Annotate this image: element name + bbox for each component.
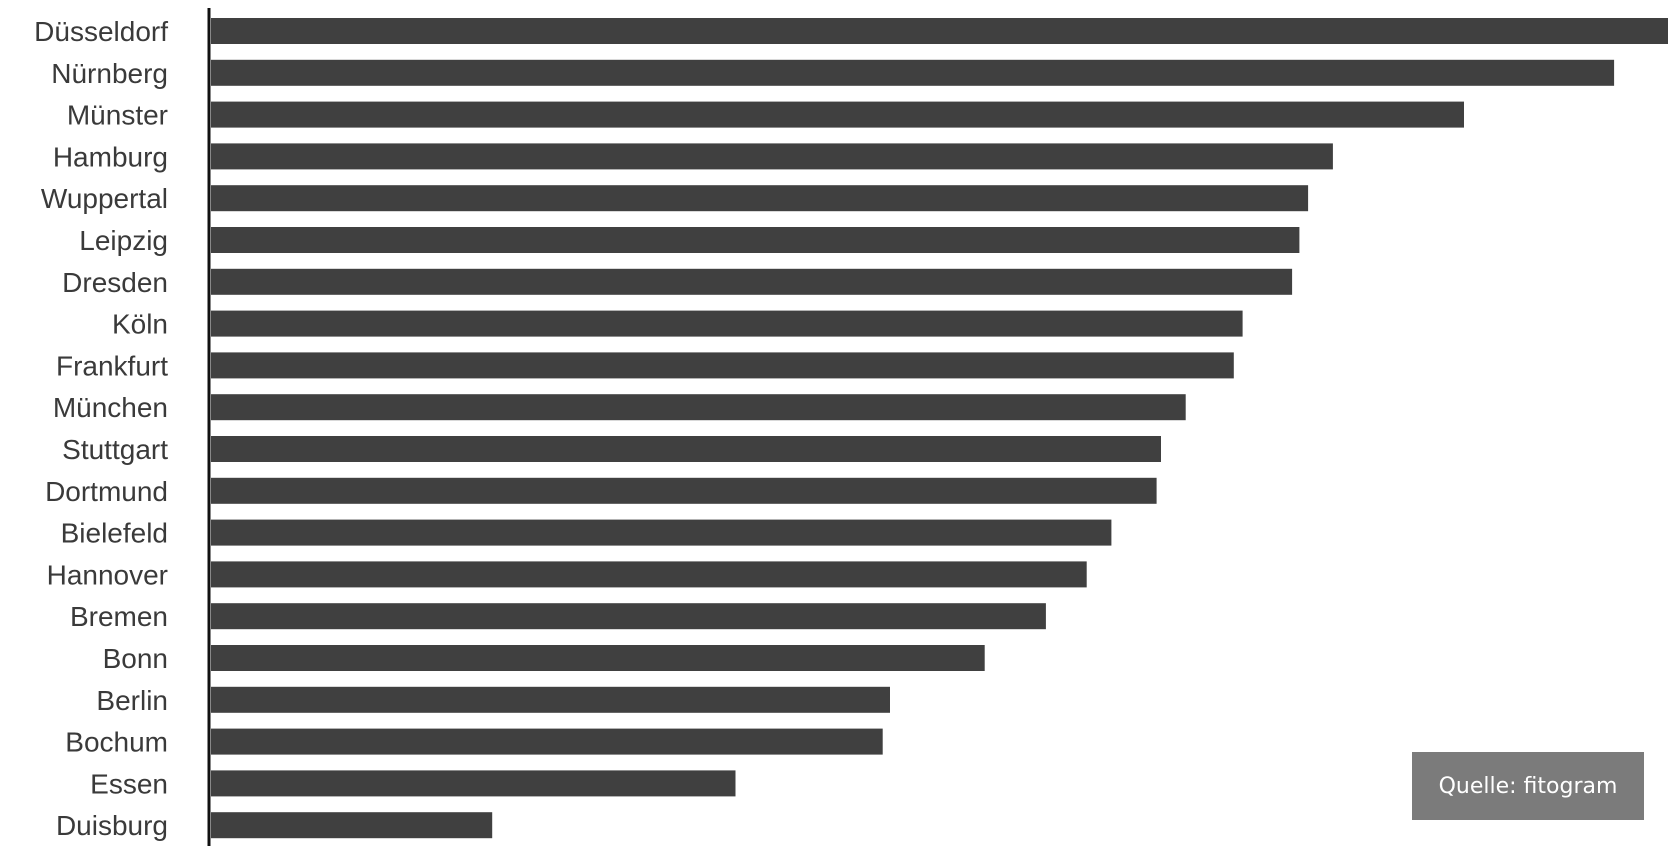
source-badge: Quelle: fitogram [1412, 752, 1644, 820]
category-label: Leipzig [79, 225, 168, 256]
bar [211, 268, 1293, 295]
category-label: Wuppertal [41, 183, 168, 214]
bar [211, 185, 1309, 212]
bar [211, 310, 1243, 337]
bar [211, 352, 1234, 379]
category-label: Münster [67, 100, 168, 131]
bar [211, 603, 1046, 630]
bar [211, 477, 1157, 504]
bar [211, 436, 1161, 462]
bar [211, 812, 493, 839]
bar [211, 394, 1186, 421]
category-label: Bonn [103, 643, 168, 674]
category-label: Dresden [62, 267, 168, 298]
bar [211, 519, 1112, 546]
bar [211, 101, 1464, 128]
category-label: Köln [112, 309, 168, 340]
bar [211, 561, 1087, 588]
category-label: Düsseldorf [34, 16, 168, 47]
category-label: München [53, 392, 168, 423]
bar [211, 18, 1668, 44]
bar [211, 645, 985, 671]
bar [211, 227, 1300, 253]
category-label: Hamburg [53, 141, 168, 172]
category-label: Duisburg [56, 810, 168, 841]
category-label: Bochum [65, 727, 168, 758]
category-label: Bremen [70, 601, 168, 632]
category-label: Dortmund [45, 476, 168, 507]
category-label: Essen [90, 768, 168, 799]
category-label: Frankfurt [56, 350, 168, 381]
bar [211, 686, 890, 713]
category-label: Hannover [47, 559, 168, 590]
bar [211, 143, 1333, 170]
bar [211, 770, 736, 797]
source-label: Quelle: fitogram [1438, 773, 1618, 799]
category-label: Bielefeld [61, 518, 168, 549]
bar [211, 59, 1615, 86]
bar [211, 728, 883, 755]
category-label: Stuttgart [62, 434, 168, 465]
category-label: Nürnberg [51, 58, 168, 89]
category-label: Berlin [96, 685, 168, 716]
